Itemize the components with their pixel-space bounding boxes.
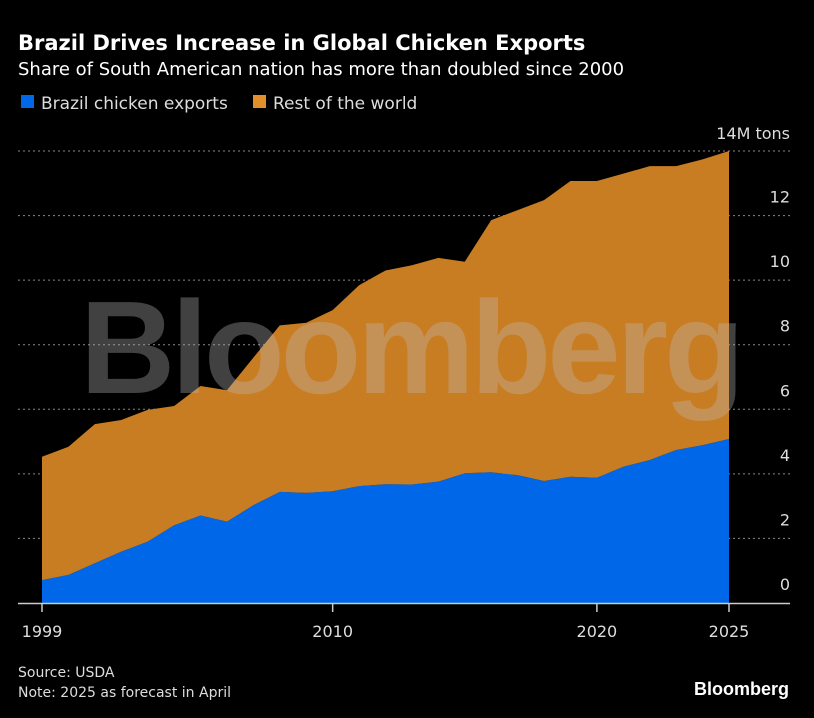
legend: Brazil chicken exports Rest of the world — [21, 94, 417, 114]
chart-title: Brazil Drives Increase in Global Chicken… — [18, 31, 585, 55]
y-tick-label: 6 — [780, 381, 790, 400]
axes: 0 2 4 6 8 10 12 1999 2010 2020 2025 — [18, 188, 790, 641]
y-tick-label: 8 — [780, 317, 790, 336]
legend-label-brazil: Brazil chicken exports — [41, 94, 228, 114]
y-unit-label: 14M tons — [716, 124, 790, 143]
area-brazil — [42, 438, 729, 603]
y-tick-label: 4 — [780, 446, 790, 465]
watermark: Bloomberg — [80, 274, 741, 421]
y-tick-label: 2 — [780, 510, 790, 529]
y-tick-label: 0 — [780, 575, 790, 594]
x-tick-label: 1999 — [22, 622, 63, 641]
x-tick-label: 2010 — [312, 622, 353, 641]
y-tick-label: 10 — [770, 252, 790, 271]
legend-swatch-rest — [253, 95, 266, 108]
bloomberg-logo: Bloomberg — [694, 679, 789, 699]
area-rest-of-world — [42, 151, 729, 581]
x-tick-label: 2025 — [709, 622, 750, 641]
chart-subtitle: Share of South American nation has more … — [18, 59, 624, 80]
legend-swatch-brazil — [21, 95, 34, 108]
source-note: Source: USDA — [18, 665, 115, 681]
y-tick-label: 12 — [770, 188, 790, 207]
areas — [42, 151, 729, 603]
x-tick-label: 2020 — [577, 622, 618, 641]
forecast-note: Note: 2025 as forecast in April — [18, 685, 231, 701]
legend-label-rest: Rest of the world — [273, 94, 417, 114]
